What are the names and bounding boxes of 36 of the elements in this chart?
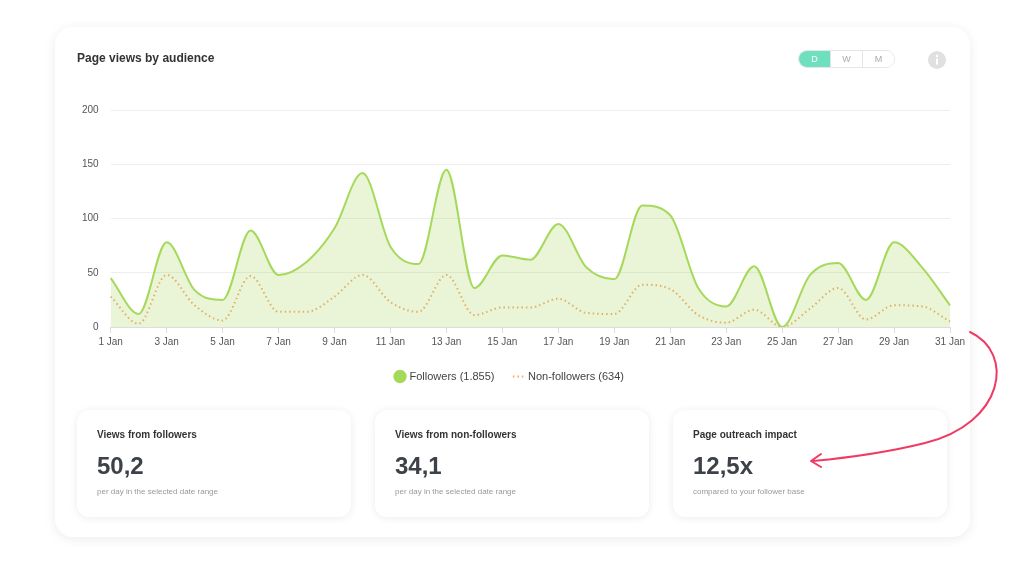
- text: per day in the selected date range: [97, 487, 218, 496]
- text: Page outreach impact: [693, 429, 797, 440]
- x-tick-label: 25 Jan: [767, 335, 798, 347]
- legend-label: Non-followers (634): [528, 369, 624, 382]
- y-tick-label: 50: [87, 266, 100, 278]
- x-tick-label: 21 Jan: [655, 335, 686, 347]
- text: M: [862, 51, 894, 67]
- x-tick-label: 5 Jan: [210, 335, 235, 347]
- x-tick-label: 29 Jan: [879, 335, 910, 347]
- y-tick-label: 100: [82, 212, 100, 224]
- y-tick-label: 200: [82, 103, 100, 115]
- text: compared to your follower base: [693, 487, 805, 496]
- x-tick-label: 15 Jan: [487, 335, 518, 347]
- x-tick-label: 23 Jan: [711, 335, 742, 347]
- y-tick-label: 0: [93, 320, 100, 332]
- x-tick-label: 1 Jan: [98, 335, 123, 347]
- x-tick-label: 17 Jan: [543, 335, 574, 347]
- text: W: [830, 51, 862, 67]
- text: 50,2: [97, 452, 144, 480]
- text: D: [799, 51, 830, 67]
- text: Views from followers: [97, 429, 197, 440]
- text: per day in the selected date range: [395, 487, 516, 496]
- x-tick-label: 31 Jan: [934, 335, 966, 347]
- x-tick-label: 27 Jan: [823, 335, 854, 347]
- text: Views from non-followers: [395, 429, 517, 440]
- x-tick-label: 7 Jan: [266, 335, 291, 347]
- x-tick-label: 11 Jan: [375, 335, 406, 347]
- x-tick-label: 13 Jan: [431, 335, 462, 347]
- x-tick-label: 9 Jan: [322, 335, 347, 347]
- x-tick-label: 3 Jan: [154, 335, 179, 347]
- text: 12,5x: [693, 452, 754, 480]
- x-tick-label: 19 Jan: [599, 335, 630, 347]
- y-tick-label: 150: [82, 158, 100, 169]
- chart-title: Page views by audience: [77, 51, 215, 65]
- legend-label: Followers (1.855): [409, 369, 495, 382]
- text: 34,1: [395, 452, 442, 480]
